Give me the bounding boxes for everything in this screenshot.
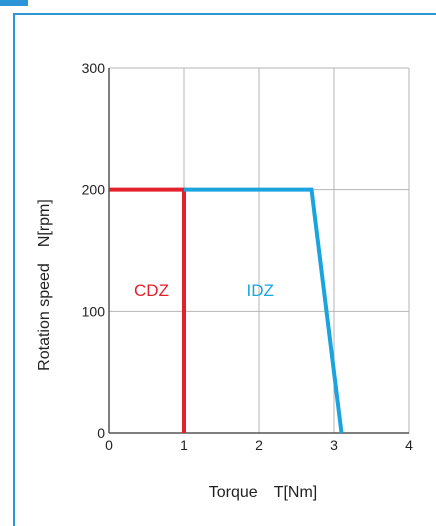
x-tick-label: 1 [180, 437, 188, 453]
y-tick-label: 100 [82, 303, 106, 319]
y-tick-label: 200 [82, 182, 106, 198]
x-tick-label: 0 [105, 437, 113, 453]
x-tick-label: 2 [255, 437, 263, 453]
y-axis-title: Rotation speed N[rpm] [36, 199, 53, 371]
series-label-idz: IDZ [247, 281, 274, 300]
x-tick-label: 3 [330, 437, 338, 453]
grid [108, 67, 410, 434]
y-tick-label: 0 [97, 425, 105, 441]
series-lines [109, 187, 344, 434]
chart-frame [13, 13, 436, 526]
x-tick-label: 4 [405, 437, 413, 453]
corner-accent [0, 0, 28, 6]
x-axis-title: Torque T[Nm] [209, 484, 317, 501]
tick-labels: 0 1 2 3 4 0 100 200 300 [82, 60, 413, 453]
series-labels: CDZ IDZ [134, 281, 274, 300]
y-tick-label: 300 [82, 60, 106, 76]
series-line-idz [184, 187, 344, 434]
series-label-cdz: CDZ [134, 281, 169, 300]
